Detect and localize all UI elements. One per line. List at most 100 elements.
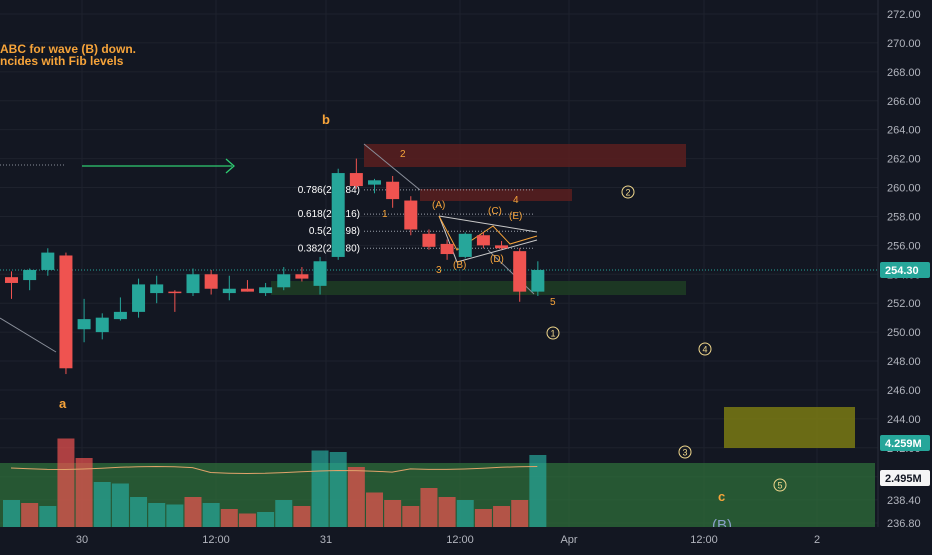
trend-line xyxy=(0,317,57,353)
candle-body xyxy=(132,284,146,312)
trend-line-upper xyxy=(363,143,421,191)
price-tick-label: 252.00 xyxy=(887,298,921,310)
time-tick-label: Apr xyxy=(560,534,577,546)
wave-3-label: 3 xyxy=(436,265,442,276)
volume-bar xyxy=(529,455,547,527)
volume-bar xyxy=(75,458,93,527)
wave-a-label: a xyxy=(59,396,67,411)
price-tick-label: 244.00 xyxy=(887,414,921,426)
wave-C-label: (C) xyxy=(488,206,502,217)
time-tick-label: 30 xyxy=(76,534,88,546)
candle-body xyxy=(349,173,363,187)
candle-body xyxy=(77,319,91,330)
candle-body xyxy=(23,269,37,281)
candle-body xyxy=(222,288,236,294)
circle-label-5-ring xyxy=(773,478,787,492)
candle-body xyxy=(113,311,127,320)
candle-body xyxy=(331,173,345,257)
volume-bar xyxy=(293,506,311,527)
volume-bar xyxy=(311,450,329,527)
volume-ma-tag: 2.495M xyxy=(885,473,922,485)
price-tick-label: 262.00 xyxy=(887,154,921,166)
volume-bar xyxy=(202,503,220,527)
volume-bar xyxy=(39,506,57,527)
price-tick-label: 246.00 xyxy=(887,385,921,397)
price-tick-label: 238.40 xyxy=(887,495,921,507)
circle-label-2-ring xyxy=(621,185,635,199)
candle-body xyxy=(204,274,218,289)
volume-bar xyxy=(347,467,365,527)
volume-bar xyxy=(220,509,238,527)
wave-path xyxy=(438,215,538,251)
circle-label-4-ring xyxy=(698,342,712,356)
price-tick-label: 266.00 xyxy=(887,96,921,108)
candle-body xyxy=(95,317,109,333)
wave-1-label: 1 xyxy=(382,209,388,220)
wave-E-label: (E) xyxy=(509,211,522,222)
volume-bar xyxy=(420,488,438,527)
volume-bar xyxy=(257,512,275,527)
circle-label-1: 1 xyxy=(550,329,555,339)
volume-bar xyxy=(238,513,256,527)
volume-bar xyxy=(474,509,492,527)
volume-bar xyxy=(57,438,75,527)
volume-bar xyxy=(3,500,20,527)
price-tick-label: 258.00 xyxy=(887,211,921,223)
trend-line-lower xyxy=(487,249,535,295)
volume-bar xyxy=(493,506,511,527)
annotation-line-1: ABC for wave (B) down. xyxy=(0,42,136,56)
price-tick-label: 270.00 xyxy=(887,38,921,50)
candle-body xyxy=(41,252,55,270)
price-tick-label: 248.00 xyxy=(887,356,921,368)
volume-bar xyxy=(21,503,39,527)
candle-body xyxy=(259,287,273,294)
candle-body xyxy=(277,274,291,288)
resistance-zone-small xyxy=(420,189,572,201)
candle-body xyxy=(386,181,400,200)
time-tick-label: 12:00 xyxy=(446,534,474,546)
circle-label-5: 5 xyxy=(777,481,782,491)
volume-bar xyxy=(329,452,347,527)
time-tick-label: 2 xyxy=(814,534,820,546)
time-axis xyxy=(0,527,932,550)
green-arrow-head xyxy=(225,158,235,174)
candle-body xyxy=(150,284,164,294)
triangle-pattern xyxy=(438,215,538,263)
current-price-tag-bg xyxy=(880,261,930,278)
price-tick-label: 264.00 xyxy=(887,125,921,137)
volume-bar xyxy=(402,506,420,527)
candle-body xyxy=(531,269,545,292)
candle-body xyxy=(186,274,200,294)
annotation-line-2: ncides with Fib levels xyxy=(0,54,124,68)
time-tick-label: 31 xyxy=(320,534,332,546)
volume-bar xyxy=(111,483,129,527)
wave-A-label: (A) xyxy=(432,200,445,211)
candle-body xyxy=(313,261,327,286)
candle-body xyxy=(368,180,381,185)
support-zone xyxy=(271,281,686,295)
fib-level-label: 0.382(255.80) xyxy=(298,243,360,254)
volume-bar xyxy=(456,500,474,527)
volume-bar xyxy=(511,500,529,527)
volume-tag: 4.259M xyxy=(885,438,922,450)
wave-D-label: (D) xyxy=(490,254,504,265)
volume-bar xyxy=(366,492,383,527)
grid-lines xyxy=(0,0,878,527)
candle-body xyxy=(513,251,527,292)
fib-level-label: 0.618(258.16) xyxy=(298,209,360,220)
candle-body xyxy=(422,233,436,247)
price-tick-label: 268.00 xyxy=(887,67,921,79)
wave-5-label: 5 xyxy=(550,297,556,308)
candle-body xyxy=(495,245,509,249)
candle-body xyxy=(240,288,254,292)
volume-bar xyxy=(275,500,293,527)
wave-2-label: 2 xyxy=(400,149,406,160)
price-tick-label: 260.00 xyxy=(887,183,921,195)
volume-ma-line xyxy=(10,465,538,475)
time-tick-label: 12:00 xyxy=(202,534,230,546)
circle-label-1-ring xyxy=(546,326,560,340)
candle-body xyxy=(440,243,454,255)
circle-label-3-ring xyxy=(678,445,692,459)
